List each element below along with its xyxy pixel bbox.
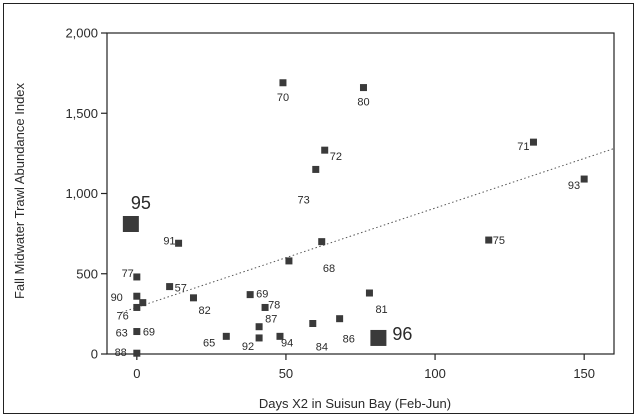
y-tick-label: 500 (76, 266, 98, 281)
data-point (133, 328, 141, 336)
point-label: 68 (323, 263, 335, 275)
data-points (122, 79, 588, 357)
point-label: 65 (203, 337, 215, 349)
chart-frame (3, 3, 634, 414)
point-label: 86 (343, 334, 355, 346)
data-point (255, 334, 263, 342)
data-point (133, 349, 141, 357)
plot-area (106, 32, 615, 355)
point-label: 88 (115, 347, 127, 359)
data-point (370, 329, 387, 346)
y-tick-label: 2,000 (65, 26, 98, 41)
data-point (365, 289, 373, 297)
point-label: 77 (122, 268, 134, 280)
data-point (485, 236, 493, 244)
point-label: 78 (268, 299, 280, 311)
data-point (255, 323, 263, 331)
y-tick-label: 0 (91, 347, 98, 362)
data-point (285, 257, 293, 265)
data-point (175, 239, 183, 247)
point-label: 76 (117, 311, 129, 323)
point-label: 96 (392, 324, 412, 344)
y-tick-label: 1,000 (65, 186, 98, 201)
x-tick-label: 100 (424, 366, 446, 381)
point-label: 93 (568, 180, 580, 192)
point-label: 84 (316, 342, 328, 354)
data-point (139, 299, 147, 307)
point-label: 63 (116, 328, 128, 340)
x-tick-label: 0 (133, 366, 140, 381)
point-label: 95 (131, 193, 151, 213)
point-label: 75 (493, 235, 505, 247)
y-tick-label: 1,500 (65, 106, 98, 121)
point-label: 87 (265, 314, 277, 326)
point-label: 69 (256, 289, 268, 301)
data-point (246, 291, 254, 299)
point-label: 81 (375, 304, 387, 316)
point-label: 71 (517, 141, 529, 153)
data-point (312, 165, 320, 173)
data-point (309, 320, 317, 328)
plot-border (106, 32, 615, 355)
axes: 0 500 1,000 1,500 2,000 0 50 100 150 (65, 26, 595, 382)
point-label: 57 (175, 283, 187, 295)
data-point (222, 332, 230, 340)
point-label: 69 (143, 326, 155, 338)
data-point (133, 273, 141, 281)
data-point (133, 292, 141, 300)
data-point (261, 303, 269, 311)
point-label: 70 (277, 92, 289, 104)
data-point (279, 79, 287, 87)
data-point (122, 215, 139, 232)
point-label: 90 (111, 292, 123, 304)
point-label: 73 (298, 194, 310, 206)
x-tick-label: 50 (279, 366, 293, 381)
data-point (336, 315, 344, 323)
x-tick-label: 150 (573, 366, 595, 381)
data-point (133, 303, 141, 311)
data-point (276, 332, 284, 340)
point-label: 91 (163, 235, 175, 247)
point-label: 72 (330, 151, 342, 163)
data-point (580, 175, 588, 183)
data-point (359, 84, 367, 92)
y-axis-label: Fall Midwater Trawl Abundance Index (12, 82, 27, 299)
data-point (166, 283, 174, 291)
point-label: 94 (281, 337, 293, 349)
trend-line (121, 148, 614, 313)
data-point (321, 146, 329, 154)
x-axis-label: Days X2 in Suisun Bay (Feb-Jun) (259, 396, 451, 411)
data-point (529, 138, 537, 146)
point-label: 82 (198, 305, 210, 317)
data-point (189, 294, 197, 302)
data-point (318, 238, 326, 246)
point-label: 80 (357, 97, 369, 109)
point-label: 92 (242, 341, 254, 353)
